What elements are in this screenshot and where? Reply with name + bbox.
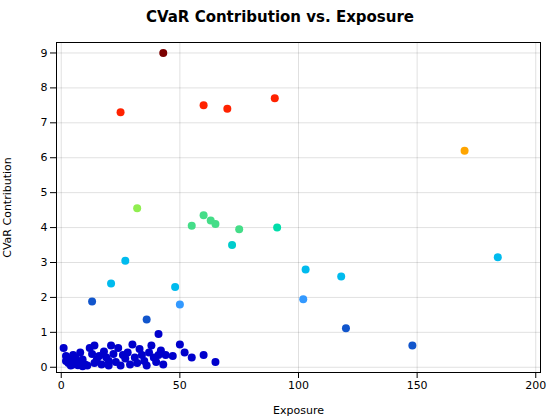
svg-text:150: 150: [407, 379, 428, 392]
svg-text:5: 5: [41, 186, 48, 199]
svg-text:50: 50: [173, 379, 187, 392]
svg-text:100: 100: [288, 379, 309, 392]
svg-text:0: 0: [41, 361, 48, 374]
svg-text:2: 2: [41, 291, 48, 304]
svg-text:1: 1: [41, 326, 48, 339]
svg-text:Exposure: Exposure: [273, 404, 324, 417]
html-text:CVaR Contribution vs. Exposure: CVaR Contribution vs. Exposure: [145, 8, 414, 26]
svg-text:8: 8: [41, 81, 48, 94]
svg-text:3: 3: [41, 256, 48, 269]
svg-text:CVaR Contribution: CVaR Contribution: [1, 157, 14, 258]
svg-text:6: 6: [41, 151, 48, 164]
svg-text:4: 4: [41, 221, 48, 234]
svg-text:7: 7: [41, 116, 48, 129]
svg-text:200: 200: [525, 379, 546, 392]
svg-text:9: 9: [41, 46, 48, 59]
svg-text:0: 0: [58, 379, 65, 392]
